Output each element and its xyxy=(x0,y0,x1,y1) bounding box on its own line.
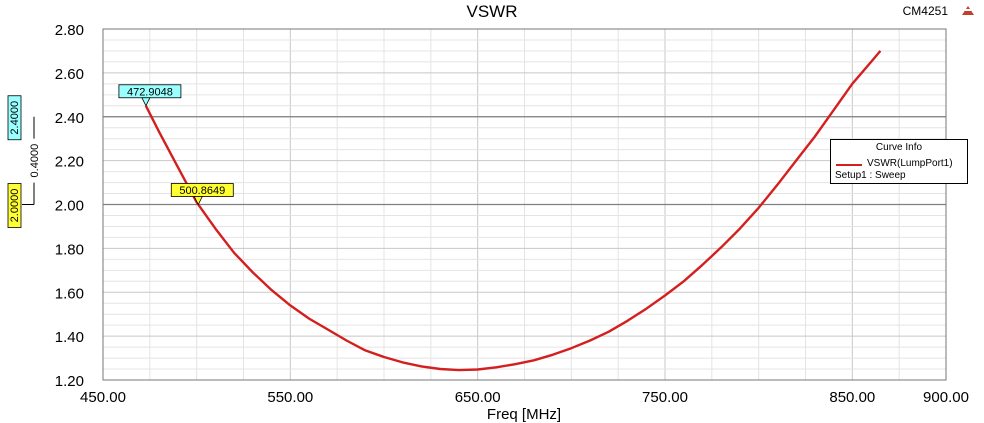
plot-frame xyxy=(102,28,947,381)
marker[interactable]: 500.8649 xyxy=(170,183,234,206)
design-label: CM4251 xyxy=(902,4,948,18)
marker-label: 500.8649 xyxy=(179,185,225,197)
x-tick-label: 750.00 xyxy=(642,389,688,406)
reference-badge[interactable]: 2.4000 xyxy=(7,95,22,141)
y-tick-label: 1.60 xyxy=(55,285,84,302)
chart-title: VSWR xyxy=(466,2,518,21)
marker-label: 472.9048 xyxy=(127,86,173,98)
legend-entry: VSWR(LumpPort1) xyxy=(867,158,953,169)
marker-pointer xyxy=(193,196,203,206)
curve-info-legend[interactable]: Curve Info VSWR(LumpPort1) Setup1 : Swee… xyxy=(830,139,968,184)
y-tick-label: 2.60 xyxy=(55,66,84,83)
markers: 472.9048 500.8649 xyxy=(118,84,234,206)
reference-badge-box xyxy=(7,183,22,228)
vswr-curve xyxy=(144,50,882,372)
x-axis-ticks: 450.00 550.00 650.00 750.00 850.00 900.00 xyxy=(80,389,969,406)
marker[interactable]: 472.9048 xyxy=(118,84,182,107)
x-tick-label: 850.00 xyxy=(829,389,875,406)
delta-label-bg xyxy=(28,138,40,183)
reference-badge-label: 2.4000 xyxy=(9,101,21,135)
reference-lines xyxy=(103,116,946,206)
warning-icon[interactable] xyxy=(962,6,974,15)
legend-setup: Setup1 : Sweep xyxy=(835,170,906,181)
reference-badges: 2.4000 2.0000 0.4000 xyxy=(7,95,41,228)
y-tick-label: 2.40 xyxy=(55,110,84,127)
y-tick-label: 1.40 xyxy=(55,329,84,346)
x-axis-label: Freq [MHz] xyxy=(487,406,561,423)
x-tick-label: 550.00 xyxy=(267,389,313,406)
y-tick-label: 2.80 xyxy=(55,22,84,39)
reference-badge[interactable]: 2.0000 xyxy=(7,183,22,228)
x-tick-label: 900.00 xyxy=(923,389,969,406)
y-axis-ticks: 1.20 1.40 1.60 1.80 2.00 2.20 2.40 2.60 2.80 xyxy=(55,22,84,390)
reference-badge-box xyxy=(7,95,22,141)
x-tick-label: 650.00 xyxy=(455,389,501,406)
y-tick-label: 2.00 xyxy=(55,198,84,215)
y-tick-label: 2.20 xyxy=(55,154,84,171)
marker-pointer xyxy=(141,97,151,107)
y-tick-label: 1.20 xyxy=(55,373,84,390)
legend-line-swatch xyxy=(836,164,862,166)
x-tick-label: 450.00 xyxy=(80,389,126,406)
reference-badge-label: 2.0000 xyxy=(9,189,21,223)
legend-title: Curve Info xyxy=(875,142,923,153)
delta-label: 0.4000 xyxy=(29,144,41,178)
y-tick-label: 1.80 xyxy=(55,241,84,258)
